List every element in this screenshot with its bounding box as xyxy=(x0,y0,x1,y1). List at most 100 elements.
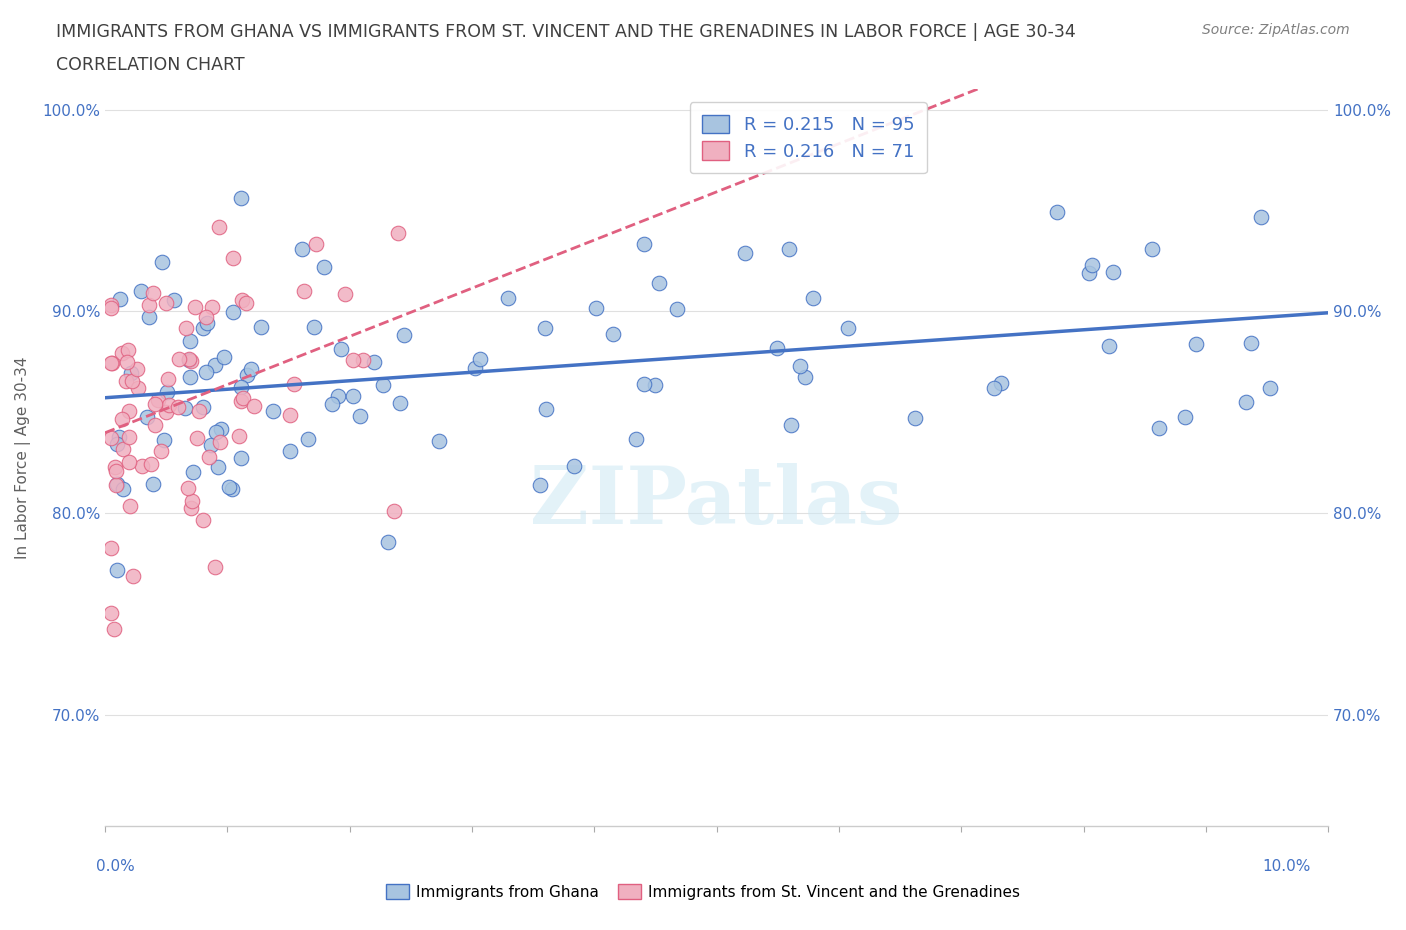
Point xyxy=(207,459,229,474)
Point xyxy=(1258,380,1281,395)
Point xyxy=(297,432,319,446)
Point xyxy=(585,301,607,316)
Point xyxy=(100,300,122,315)
Point xyxy=(470,352,492,366)
Point xyxy=(602,326,624,341)
Point xyxy=(387,226,409,241)
Point xyxy=(131,284,153,299)
Point xyxy=(117,342,139,357)
Text: IMMIGRANTS FROM GHANA VS IMMIGRANTS FROM ST. VINCENT AND THE GRENADINES IN LABOR: IMMIGRANTS FROM GHANA VS IMMIGRANTS FROM… xyxy=(56,23,1076,41)
Point xyxy=(191,512,214,527)
Point xyxy=(371,378,394,392)
Point xyxy=(104,478,127,493)
Point xyxy=(173,400,195,415)
Point xyxy=(111,482,134,497)
Point xyxy=(231,393,253,408)
Point xyxy=(166,400,188,415)
Point xyxy=(115,374,138,389)
Text: ZIPatlas: ZIPatlas xyxy=(530,463,903,540)
Point xyxy=(105,477,128,492)
Point xyxy=(363,355,385,370)
Y-axis label: In Labor Force | Age 30-34: In Labor Force | Age 30-34 xyxy=(15,356,31,559)
Point xyxy=(231,191,253,206)
Point xyxy=(778,242,800,257)
Point xyxy=(150,254,173,269)
Legend: Immigrants from Ghana, Immigrants from St. Vincent and the Grenadines: Immigrants from Ghana, Immigrants from S… xyxy=(380,877,1026,906)
Point xyxy=(239,362,262,377)
Point xyxy=(496,291,519,306)
Point xyxy=(1174,410,1197,425)
Point xyxy=(222,250,245,265)
Text: Source: ZipAtlas.com: Source: ZipAtlas.com xyxy=(1202,23,1350,37)
Point xyxy=(1250,210,1272,225)
Point xyxy=(534,402,557,417)
Point xyxy=(626,432,648,446)
Point xyxy=(131,459,153,474)
Point xyxy=(292,284,315,299)
Point xyxy=(122,568,145,583)
Point xyxy=(262,404,284,418)
Point xyxy=(157,397,180,412)
Point xyxy=(231,292,253,307)
Point xyxy=(382,504,405,519)
Legend: R = 0.215   N = 95, R = 0.216   N = 71: R = 0.215 N = 95, R = 0.216 N = 71 xyxy=(689,102,927,173)
Text: CORRELATION CHART: CORRELATION CHART xyxy=(56,56,245,73)
Point xyxy=(181,465,204,480)
Point xyxy=(105,437,128,452)
Point xyxy=(464,361,486,376)
Point xyxy=(195,315,218,330)
Point xyxy=(163,293,186,308)
Point xyxy=(789,358,811,373)
Point xyxy=(142,476,165,491)
Text: 10.0%: 10.0% xyxy=(1263,859,1310,874)
Point xyxy=(149,444,172,458)
Point xyxy=(127,380,149,395)
Point xyxy=(107,430,129,445)
Point xyxy=(200,437,222,452)
Point xyxy=(112,442,135,457)
Point xyxy=(1185,337,1208,352)
Point xyxy=(305,236,328,251)
Point xyxy=(734,246,756,260)
Point xyxy=(666,302,689,317)
Point xyxy=(153,432,176,447)
Point xyxy=(529,477,551,492)
Point xyxy=(146,392,169,407)
Point xyxy=(780,418,803,432)
Point xyxy=(100,540,122,555)
Point xyxy=(108,292,131,307)
Point xyxy=(278,444,301,458)
Point xyxy=(179,370,201,385)
Point xyxy=(208,434,231,449)
Point xyxy=(141,457,163,472)
Point xyxy=(229,450,252,465)
Point xyxy=(1077,266,1099,281)
Point xyxy=(174,321,197,336)
Point xyxy=(181,493,204,508)
Point xyxy=(191,321,214,336)
Point xyxy=(644,378,666,392)
Point xyxy=(194,310,217,325)
Point xyxy=(107,563,129,578)
Point xyxy=(427,433,450,448)
Point xyxy=(103,622,125,637)
Point xyxy=(115,354,138,369)
Point xyxy=(136,409,159,424)
Point xyxy=(801,291,824,306)
Point xyxy=(180,500,202,515)
Point xyxy=(180,353,202,368)
Point xyxy=(1102,264,1125,279)
Point xyxy=(208,219,231,234)
Point xyxy=(118,430,141,445)
Point xyxy=(100,606,122,621)
Point xyxy=(221,481,243,496)
Point xyxy=(342,389,364,404)
Point xyxy=(177,352,200,367)
Point xyxy=(766,340,789,355)
Point xyxy=(562,458,585,473)
Point xyxy=(101,356,124,371)
Point xyxy=(794,370,817,385)
Point xyxy=(534,321,557,336)
Point xyxy=(1098,339,1121,353)
Point xyxy=(209,421,232,436)
